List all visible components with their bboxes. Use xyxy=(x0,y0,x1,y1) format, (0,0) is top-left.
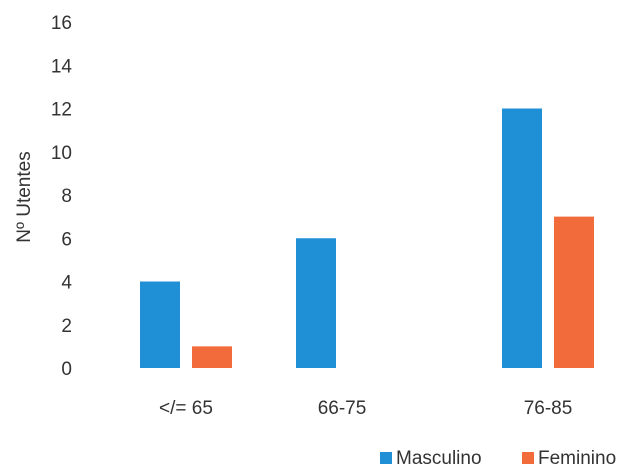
y-tick-label: 2 xyxy=(61,316,72,337)
y-tick-label: 16 xyxy=(51,13,72,34)
x-tick-label: 76-85 xyxy=(524,398,573,419)
y-tick-label: 10 xyxy=(51,143,72,164)
bar-masculino-0 xyxy=(140,281,180,368)
legend: Masculino Feminino xyxy=(380,448,616,468)
x-tick-label: </= 65 xyxy=(159,398,213,419)
y-tick-label: 4 xyxy=(61,273,72,294)
legend-swatch-masculino xyxy=(380,452,392,464)
y-tick-label: 12 xyxy=(51,100,72,121)
x-axis-ticks: </= 65 66-75 76-85 xyxy=(159,398,572,419)
bar-feminino-2 xyxy=(554,216,594,368)
y-tick-label: 14 xyxy=(51,56,73,77)
bars xyxy=(140,108,594,368)
bar-feminino-0 xyxy=(192,346,232,368)
legend-label-masculino: Masculino xyxy=(396,448,482,468)
y-tick-label: 6 xyxy=(61,229,72,250)
y-tick-label: 8 xyxy=(61,186,72,207)
legend-swatch-feminino xyxy=(522,452,534,464)
y-axis-label: Nº Utentes xyxy=(14,151,35,242)
legend-label-feminino: Feminino xyxy=(538,448,616,468)
y-axis-ticks: 0 2 4 6 8 10 12 14 16 xyxy=(51,13,73,380)
bar-masculino-1 xyxy=(296,238,336,368)
bar-masculino-2 xyxy=(502,108,542,368)
x-tick-label: 66-75 xyxy=(318,398,367,419)
y-tick-label: 0 xyxy=(61,359,72,380)
